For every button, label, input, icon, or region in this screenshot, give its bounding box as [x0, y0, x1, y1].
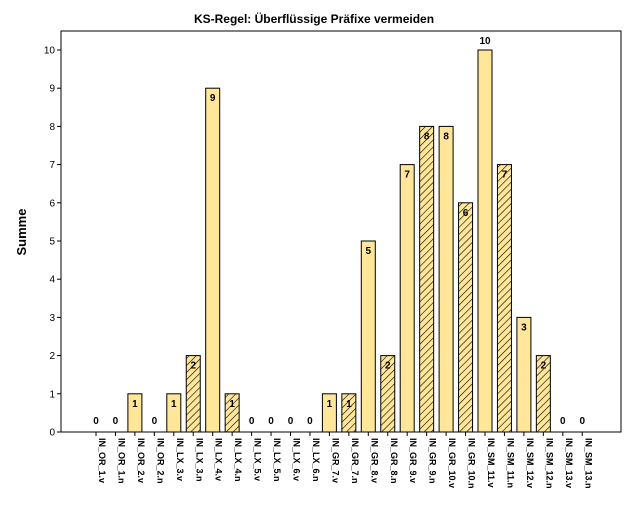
- x-tick-label: IN_OR_2.n: [155, 438, 165, 484]
- y-tick-label: 7: [49, 160, 55, 171]
- x-tick-label: IN_SM_13.n: [583, 438, 593, 489]
- y-tick-label: 3: [49, 313, 55, 324]
- y-axis-label: Summe: [14, 209, 29, 256]
- x-tick-label: IN_LX_3.v: [175, 438, 185, 481]
- data-label: 3: [521, 322, 527, 333]
- x-tick-label: IN_GR_9.n: [428, 438, 438, 484]
- data-label: 0: [113, 416, 119, 427]
- x-tick-label: IN_SM_12.n: [544, 438, 554, 489]
- data-label: 7: [404, 170, 410, 181]
- x-tick-label: IN_SM_11.n: [505, 438, 515, 488]
- y-tick-label: 2: [49, 351, 55, 362]
- bar: [419, 125, 435, 433]
- x-tick-label: IN_GR_10.v: [447, 438, 457, 488]
- x-tick-label: IN_SM_11.v: [486, 438, 496, 488]
- y-tick-label: 0: [49, 428, 55, 439]
- data-label: 2: [190, 361, 196, 372]
- bar: [458, 202, 474, 433]
- y-tick-label: 5: [49, 237, 55, 248]
- x-tick-label: IN_GR_9.v: [408, 438, 418, 483]
- bar: [477, 49, 493, 433]
- chart-title: KS-Regel: Überflüssige Präfixe vermeiden: [194, 11, 434, 26]
- x-tick-label: IN_GR_7.n: [350, 438, 360, 484]
- x-axis: IN_OR_1.v IN_OR_1.n IN_OR_2.v IN_OR_2.n IN_L…: [95, 432, 593, 489]
- x-tick-label: IN_GR_8.v: [369, 438, 379, 483]
- data-label: 1: [327, 399, 333, 410]
- data-label: 0: [288, 416, 294, 427]
- data-label: 0: [93, 416, 99, 427]
- x-tick-label: IN_LX_6.v: [292, 438, 302, 481]
- y-tick-label: 10: [44, 46, 56, 57]
- data-label: 8: [424, 131, 430, 142]
- x-tick-label: IN_SM_13.v: [564, 438, 574, 488]
- x-tick-label: IN_GR_8.n: [389, 438, 399, 484]
- y-tick-label: 8: [49, 122, 55, 133]
- data-label: 7: [502, 170, 508, 181]
- data-label: 5: [366, 246, 372, 257]
- x-tick-label: IN_LX_6.n: [311, 438, 321, 482]
- data-label: 0: [560, 416, 566, 427]
- bar: [360, 240, 376, 433]
- x-tick-label: IN_LX_4.n: [233, 438, 243, 482]
- y-tick-label: 6: [49, 198, 55, 209]
- data-label: 2: [541, 361, 547, 372]
- data-label: 1: [171, 399, 177, 410]
- bar: [399, 164, 415, 433]
- bar: [496, 164, 512, 433]
- x-tick-label: IN_OR_2.v: [136, 438, 146, 483]
- data-label: 2: [385, 361, 391, 372]
- bar: [516, 316, 532, 433]
- y-tick-label: 4: [49, 275, 55, 286]
- x-tick-label: IN_OR_1.v: [97, 438, 107, 483]
- data-label: 0: [152, 416, 158, 427]
- data-label: 10: [479, 36, 491, 47]
- data-label: 1: [132, 399, 138, 410]
- plot-frame: [60, 30, 622, 433]
- data-label: 0: [307, 416, 313, 427]
- data-label: 0: [579, 416, 585, 427]
- data-label: 1: [229, 399, 235, 410]
- x-tick-label: IN_GR_7.v: [330, 438, 340, 483]
- data-label: 0: [249, 416, 255, 427]
- x-tick-label: IN_LX_4.v: [214, 438, 224, 481]
- data-label: 8: [443, 131, 449, 142]
- data-label: 6: [463, 208, 469, 219]
- x-tick-label: IN_OR_1.n: [116, 438, 126, 484]
- y-tick-label: 9: [49, 84, 55, 95]
- bar: [438, 125, 454, 433]
- x-tick-label: IN_LX_3.n: [194, 438, 204, 482]
- x-tick-label: IN_LX_5.n: [272, 438, 282, 482]
- y-axis: 0 1 2 3 4 5 6 7 8 9 10: [44, 46, 61, 439]
- x-tick-label: IN_LX_5.v: [253, 438, 263, 481]
- data-label: 1: [346, 399, 352, 410]
- x-tick-label: IN_SM_12.v: [525, 438, 535, 488]
- bar: [205, 87, 221, 433]
- data-label: 0: [268, 416, 274, 427]
- data-label: 9: [210, 93, 216, 104]
- y-tick-label: 1: [49, 389, 55, 400]
- x-tick-label: IN_GR_10.n: [467, 438, 477, 489]
